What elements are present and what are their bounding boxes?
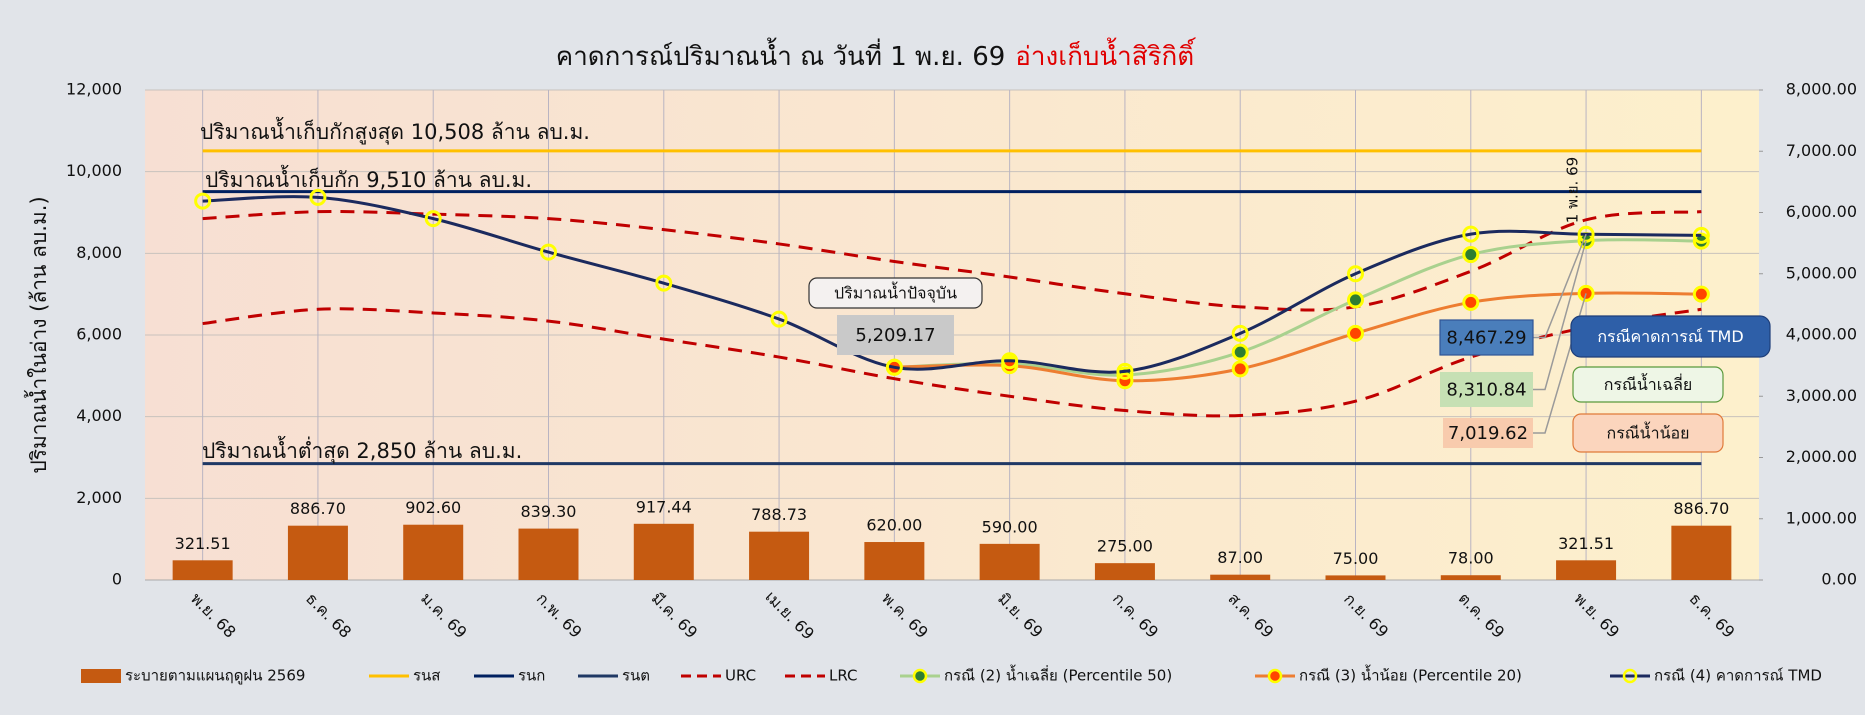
annotation: กรณีน้ำน้อย — [1607, 422, 1690, 443]
bar — [1210, 575, 1270, 580]
bar — [864, 542, 924, 580]
bar-value-label: 590.00 — [982, 517, 1038, 536]
y2-tick-label: 7,000.00 — [1786, 141, 1857, 160]
y2-tick-label: 4,000.00 — [1786, 325, 1857, 344]
annotation: ปริมาณน้ำต่ำสุด 2,850 ล้าน ลบ.ม. — [202, 436, 522, 464]
annotation: 1 พ.ย. 69 — [1564, 157, 1582, 223]
annotation: กรณีคาดการณ์ TMD — [1597, 327, 1743, 346]
chart: คาดการณ์ปริมาณน้ำ ณ วันที่ 1 พ.ย. 69 อ่าง… — [0, 0, 1865, 715]
annotation: 8,310.84 — [1446, 380, 1526, 401]
series-marker — [1233, 345, 1247, 359]
annotation: 5,209.17 — [855, 325, 935, 346]
bar — [173, 560, 233, 580]
legend-label: ระบายตามแผนฤดูฝน 2569 — [125, 667, 305, 685]
bar — [634, 524, 694, 580]
annotation: 8,467.29 — [1446, 328, 1526, 349]
chart-title: คาดการณ์ปริมาณน้ำ ณ วันที่ 1 พ.ย. 69 อ่าง… — [556, 37, 1197, 72]
bar — [403, 525, 463, 580]
annotation: ปริมาณน้ำเก็บกัก 9,510 ล้าน ลบ.ม. — [205, 165, 532, 192]
bar-value-label: 886.70 — [1673, 499, 1729, 518]
legend-label: LRC — [829, 667, 858, 685]
annotation: ปริมาณน้ำปัจจุบัน — [834, 282, 957, 304]
annotation: ปริมาณน้ำเก็บกักสูงสุด 10,508 ล้าน ลบ.ม. — [200, 117, 590, 145]
y-tick-label: 6,000 — [76, 325, 122, 344]
legend-label: รนต — [622, 667, 650, 685]
legend-label: กรณี (4) คาดการณ์ TMD — [1654, 667, 1822, 685]
series-marker — [1349, 326, 1363, 340]
bar-value-label: 620.00 — [866, 516, 922, 535]
series-marker — [1233, 362, 1247, 376]
bar-value-label: 902.60 — [405, 498, 461, 517]
y2-tick-label: 1,000.00 — [1786, 508, 1857, 527]
bar — [980, 544, 1040, 580]
bar-value-label: 87.00 — [1217, 548, 1263, 567]
legend-label: URC — [725, 667, 756, 685]
y2-tick-label: 0.00 — [1821, 570, 1857, 589]
page: คาดการณ์ปริมาณน้ำ ณ วันที่ 1 พ.ย. 69 อ่าง… — [0, 0, 1865, 715]
y-tick-label: 8,000 — [76, 243, 122, 262]
legend-label: รนก — [518, 667, 545, 685]
legend-label: กรณี (2) น้ำเฉลี่ย (Percentile 50) — [944, 665, 1172, 685]
y2-tick-label: 6,000.00 — [1786, 202, 1857, 221]
annotation: 7,019.62 — [1448, 423, 1528, 444]
y-tick-label: 4,000 — [76, 406, 122, 425]
series-marker — [1464, 248, 1478, 262]
y-tick-label: 2,000 — [76, 488, 122, 507]
y2-tick-label: 5,000.00 — [1786, 263, 1857, 282]
legend-label: รนส — [413, 667, 440, 685]
y2-tick-label: 8,000.00 — [1786, 80, 1857, 99]
bar — [749, 532, 809, 580]
bar-value-label: 917.44 — [636, 497, 692, 516]
bar — [1095, 563, 1155, 580]
bar — [1671, 526, 1731, 580]
bar — [1556, 560, 1616, 580]
y-tick-label: 0 — [112, 570, 122, 589]
series-marker — [1349, 293, 1363, 307]
y-axis-title: ปริมาณน้ำในอ่าง (ล้าน ลบ.ม.) — [24, 196, 51, 473]
title-main: คาดการณ์ปริมาณน้ำ ณ วันที่ 1 พ.ย. 69 — [556, 37, 1006, 72]
y2-tick-label: 3,000.00 — [1786, 386, 1857, 405]
bar-value-label: 788.73 — [751, 505, 807, 524]
title-highlight: อ่างเก็บน้ำสิริกิติ์ — [1015, 37, 1196, 72]
bar-value-label: 78.00 — [1448, 549, 1494, 568]
series-marker — [1694, 287, 1708, 301]
legend-swatch — [81, 669, 121, 683]
bar-value-label: 321.51 — [1558, 534, 1614, 553]
bar — [1441, 575, 1501, 580]
y-tick-label: 12,000 — [66, 80, 122, 99]
series-marker — [1464, 295, 1478, 309]
legend-label: กรณี (3) น้ำน้อย (Percentile 20) — [1299, 665, 1522, 685]
bar — [288, 526, 348, 580]
annotation: กรณีน้ำเฉลี่ย — [1604, 373, 1693, 394]
legend-marker — [914, 670, 926, 682]
bar-value-label: 886.70 — [290, 499, 346, 518]
y-tick-label: 10,000 — [66, 161, 122, 180]
legend-marker — [1269, 670, 1281, 682]
bar — [1326, 575, 1386, 580]
bar-value-label: 275.00 — [1097, 537, 1153, 556]
bar — [519, 529, 579, 580]
bar-value-label: 321.51 — [175, 534, 231, 553]
y2-tick-label: 2,000.00 — [1786, 447, 1857, 466]
bar-value-label: 75.00 — [1333, 549, 1379, 568]
bar-value-label: 839.30 — [521, 502, 577, 521]
